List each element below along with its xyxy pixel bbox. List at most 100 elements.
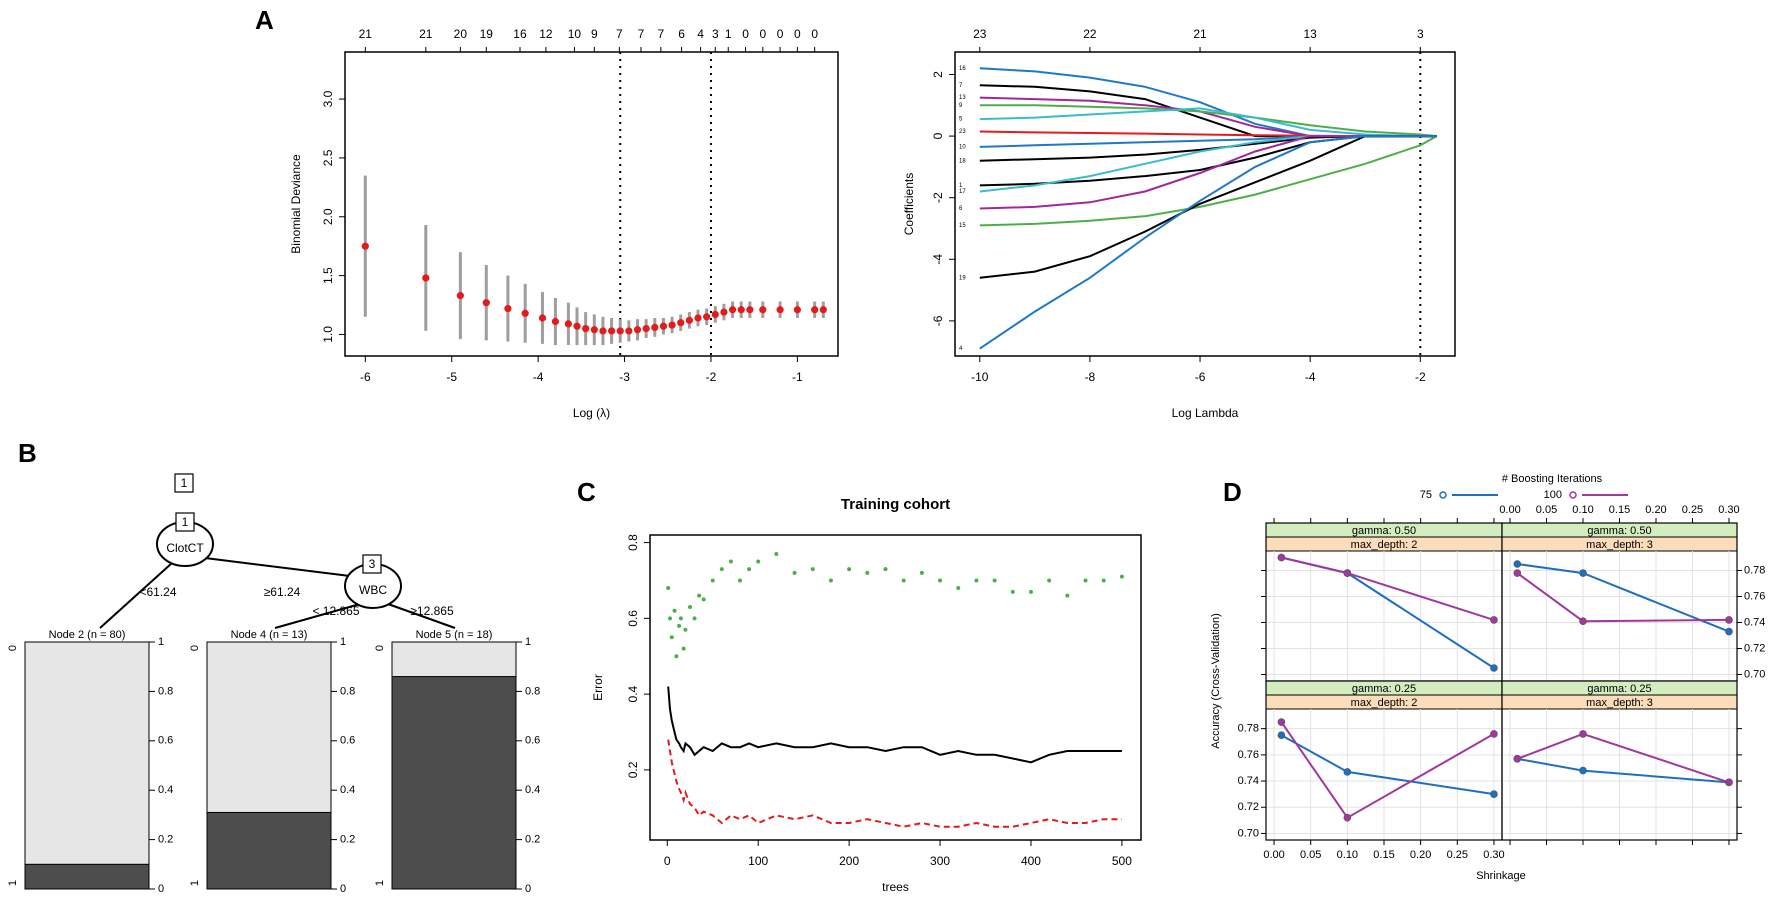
data-point	[1513, 560, 1522, 568]
legend-title: # Boosting Iterations	[1502, 473, 1603, 485]
data-point	[1119, 574, 1124, 579]
data-point	[573, 322, 581, 330]
data-point	[681, 646, 686, 651]
series-line	[1516, 732, 1730, 784]
y-axis-title: Accuracy (Cross-Validation)	[1210, 613, 1222, 749]
data-point	[1010, 589, 1015, 594]
legend-label: 75	[1420, 489, 1432, 501]
x-tick-label: -8	[1085, 370, 1096, 384]
data-point	[422, 274, 430, 282]
line-label: 7	[959, 83, 963, 89]
data-point	[1579, 766, 1587, 775]
x-axis-title: trees	[882, 880, 909, 894]
data-point	[774, 551, 779, 556]
y-tick-label: 0	[931, 132, 945, 139]
data-point	[1277, 731, 1286, 740]
leaf-tick-label: 0.8	[158, 685, 173, 697]
x-tick-label: 0.15	[1609, 504, 1630, 516]
class-label: 1	[7, 880, 19, 886]
x-tick-label: -4	[1305, 370, 1316, 384]
leaf-tick-label: 1	[340, 636, 346, 648]
data-point	[674, 654, 679, 659]
data-point	[694, 314, 702, 322]
top-tick-label: 0	[811, 27, 818, 41]
series-line	[667, 739, 1122, 828]
x-tick-label: 500	[1112, 854, 1132, 868]
top-tick-label: 6	[678, 27, 685, 41]
x-axis-title: Log (λ)	[573, 406, 610, 420]
y-tick-label: -4	[931, 254, 945, 265]
x-tick-label: 0.20	[1645, 504, 1666, 516]
node-id-box	[362, 554, 382, 574]
leaf-tick-label: 0.8	[525, 685, 540, 697]
leaf-tick-label: 0	[525, 883, 531, 895]
node-id: 3	[369, 557, 376, 571]
y-tick-label: 0.72	[1744, 642, 1765, 654]
data-point	[678, 616, 683, 621]
data-point	[538, 314, 547, 322]
top-tick-label: 9	[591, 27, 598, 41]
data-point	[1343, 813, 1352, 822]
data-point	[1513, 754, 1522, 763]
top-tick-label: 10	[568, 27, 582, 41]
data-point	[992, 578, 997, 583]
data-point	[677, 319, 685, 327]
data-point	[504, 304, 512, 313]
data-point	[938, 578, 943, 583]
x-tick-label: 0.20	[1410, 849, 1431, 861]
y-tick-label: 2.0	[321, 208, 335, 225]
x-axis-title: Shrinkage	[1476, 870, 1526, 882]
y-tick-label: -6	[931, 315, 945, 326]
data-point	[692, 616, 697, 621]
leaf-tick-label: 0.8	[340, 685, 355, 697]
data-point	[668, 321, 676, 329]
top-tick-label: 4	[697, 27, 704, 41]
tree-edge	[274, 603, 361, 629]
series-line	[979, 135, 1438, 227]
panel-letter: C	[577, 477, 596, 507]
line-label: 4	[959, 346, 963, 352]
data-point	[672, 608, 677, 613]
leaf-tick-label: 0.4	[525, 784, 540, 796]
y-axis-title: Coefficients	[902, 173, 916, 235]
series-line	[979, 67, 1437, 138]
y-tick-label: 0.70	[1744, 668, 1765, 680]
series-line	[979, 135, 1437, 279]
series-line	[979, 135, 1437, 187]
data-point	[482, 299, 490, 307]
x-tick-label: -2	[1415, 370, 1426, 384]
leaf-tick-label: 0.6	[525, 735, 540, 747]
class-label: 1	[189, 880, 201, 886]
leaf-tick-label: 0.2	[158, 834, 173, 846]
line-label: 19	[959, 275, 966, 281]
data-point	[759, 306, 767, 314]
data-point	[1028, 589, 1033, 594]
legend-marker	[1439, 491, 1447, 499]
data-point	[919, 570, 924, 575]
top-tick-label: 21	[419, 27, 433, 41]
y-tick-label: 0.76	[1744, 590, 1765, 602]
series-line	[1516, 572, 1730, 623]
data-point	[642, 324, 650, 333]
data-point	[1725, 616, 1733, 624]
x-tick-label: 0.10	[1572, 504, 1593, 516]
data-point	[697, 593, 702, 598]
data-point	[521, 309, 529, 317]
data-point	[865, 570, 870, 575]
series-line	[1280, 721, 1495, 820]
y-tick-label: 0.78	[1744, 564, 1765, 576]
data-point	[847, 567, 852, 572]
data-point	[1277, 718, 1286, 726]
data-point	[703, 313, 711, 321]
top-tick-label: 16	[513, 27, 527, 41]
y-tick-label: -2	[931, 192, 945, 203]
strip-label: gamma: 0.50	[1352, 525, 1416, 537]
line-label: 1	[959, 183, 963, 189]
top-tick-label: 20	[454, 27, 468, 41]
node-label: ClotCT	[166, 541, 204, 555]
x-tick-label: 300	[930, 854, 950, 868]
leaf-title: Node 5 (n = 18)	[416, 629, 493, 641]
class-label: 1	[374, 880, 386, 886]
split-label: < 12.865	[312, 604, 359, 618]
node-id: 1	[181, 476, 188, 490]
